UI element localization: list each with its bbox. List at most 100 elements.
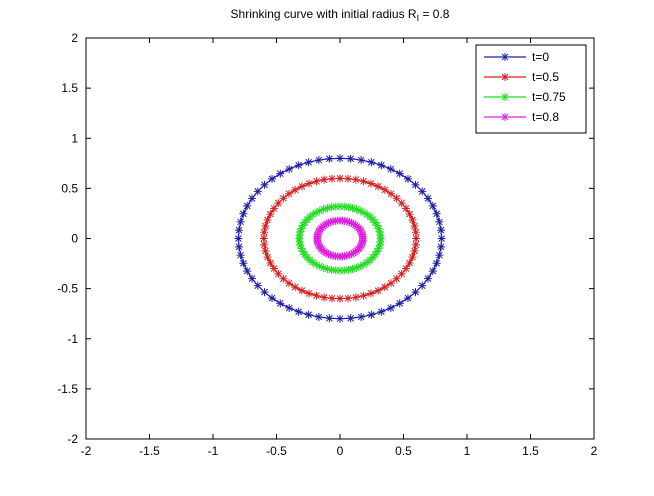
- series-point: [401, 264, 410, 273]
- series-point: [234, 242, 243, 251]
- series-point: [263, 215, 272, 224]
- series-point: [377, 307, 386, 316]
- series-point: [243, 201, 252, 210]
- series-point: [294, 161, 303, 170]
- series-point: [239, 259, 248, 268]
- legend-item: t=0: [484, 50, 549, 64]
- series-1: [259, 174, 421, 303]
- y-tick-label: -2: [67, 432, 78, 446]
- series-point: [346, 314, 355, 323]
- series-point: [236, 217, 245, 226]
- series-point: [374, 182, 383, 191]
- y-tick-label: 0.5: [61, 181, 78, 195]
- series-point: [401, 204, 410, 213]
- series-point: [437, 234, 446, 243]
- series-point: [348, 265, 357, 274]
- legend: t=0 t=0.5 t=0.75 t=0.8: [475, 44, 587, 134]
- x-tick-label: 0.5: [395, 444, 412, 458]
- series-point: [410, 221, 419, 230]
- series-point: [432, 209, 441, 218]
- series-point: [403, 294, 412, 303]
- series-point: [351, 175, 360, 184]
- legend-label: t=0.75: [532, 90, 566, 104]
- y-tick-label: 2: [71, 31, 78, 45]
- series-point: [346, 154, 355, 163]
- series-point: [336, 174, 344, 183]
- series-point: [386, 165, 395, 174]
- series-point: [285, 279, 294, 288]
- legend-item: t=0.5: [484, 70, 559, 84]
- series-point: [325, 314, 334, 323]
- series-point: [268, 174, 277, 183]
- series-point: [291, 185, 300, 194]
- series-point: [336, 314, 344, 323]
- series-point: [357, 156, 366, 165]
- series-point: [367, 310, 376, 319]
- series-2: [295, 202, 385, 275]
- series-point: [328, 294, 337, 303]
- series-point: [418, 187, 427, 196]
- series-point: [327, 265, 336, 274]
- series-point: [234, 226, 243, 235]
- series-point: [274, 269, 283, 278]
- series-point: [294, 307, 303, 316]
- series-point: [305, 179, 314, 188]
- series-point: [285, 165, 294, 174]
- series-point: [328, 174, 337, 183]
- series-point: [408, 253, 417, 262]
- series-point: [367, 158, 376, 167]
- series-point: [366, 179, 375, 188]
- series-point: [260, 180, 269, 189]
- series-point: [411, 240, 420, 249]
- series-point: [376, 237, 385, 246]
- legend-box: [475, 44, 587, 134]
- chart-title-group: Shrinking curve with initial radius RI =…: [231, 7, 450, 23]
- series-point: [343, 174, 352, 183]
- series-point: [260, 288, 269, 297]
- series-point: [405, 258, 414, 267]
- series-point: [314, 156, 323, 165]
- series-point: [297, 182, 306, 191]
- y-tick-label: 1.5: [61, 81, 78, 95]
- series-point: [285, 303, 294, 312]
- series-point: [380, 185, 389, 194]
- series-point: [305, 289, 314, 298]
- series-3: [313, 216, 367, 261]
- series-point: [410, 247, 419, 256]
- legend-item: t=0.75: [484, 90, 566, 104]
- series-point: [386, 279, 395, 288]
- series-point: [386, 189, 395, 198]
- x-tick-label: -0.5: [266, 444, 287, 458]
- series-point: [437, 226, 446, 235]
- series-point: [314, 312, 323, 321]
- chart-title-subscript: I: [417, 13, 420, 23]
- series-point: [253, 187, 262, 196]
- x-tick-label: -1.5: [139, 444, 160, 458]
- series-point: [411, 180, 420, 189]
- series-0: [234, 154, 446, 323]
- series-point: [395, 299, 404, 308]
- series-point: [377, 161, 386, 170]
- series-point: [253, 281, 262, 290]
- series-point: [428, 267, 437, 276]
- legend-marker: [501, 53, 509, 61]
- legend-label: t=0.8: [532, 110, 559, 124]
- series-point: [323, 203, 332, 212]
- series-point: [344, 203, 353, 212]
- series-point: [351, 293, 360, 302]
- chart-title-suffix: = 0.8: [419, 7, 450, 21]
- x-tick-label: -2: [81, 444, 92, 458]
- series-point: [297, 224, 306, 233]
- series-point: [304, 310, 313, 319]
- series-point: [276, 299, 285, 308]
- series-point: [236, 251, 245, 260]
- series-point: [274, 199, 283, 208]
- series-point: [423, 194, 432, 203]
- series-point: [260, 240, 269, 249]
- y-tick-label: -0.5: [57, 282, 78, 296]
- series-group: [234, 154, 446, 323]
- series-point: [359, 177, 368, 186]
- series-point: [320, 175, 329, 184]
- legend-marker: [501, 73, 509, 81]
